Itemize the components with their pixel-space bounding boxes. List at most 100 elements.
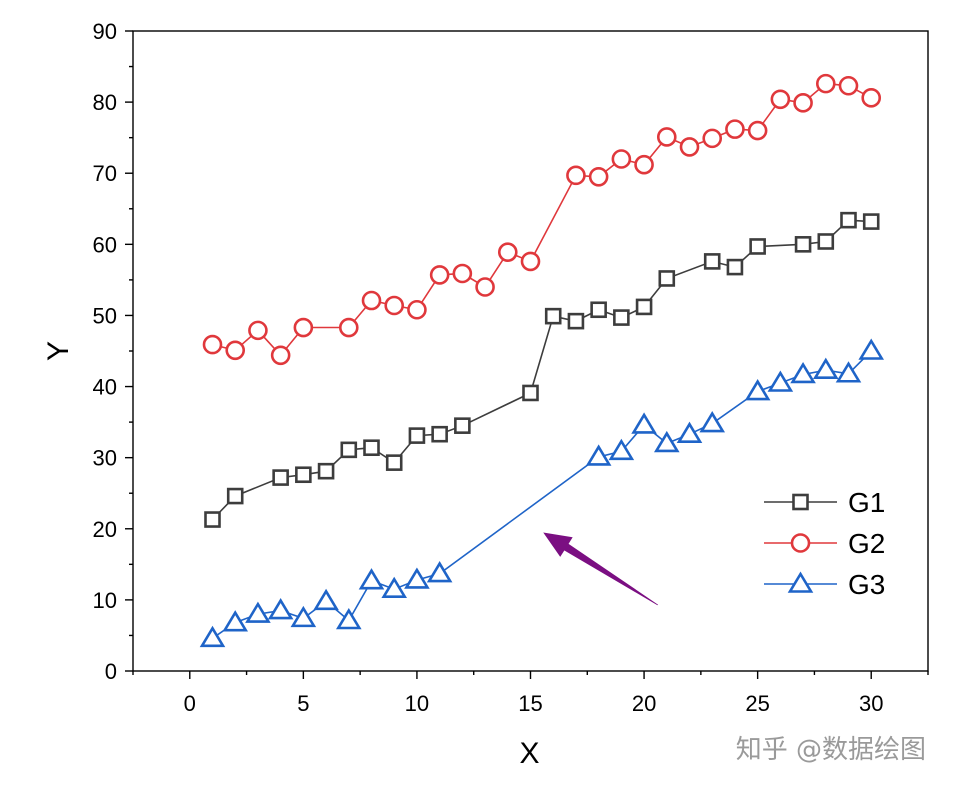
data-point-g2 <box>815 73 836 94</box>
data-point-g2 <box>679 137 700 157</box>
data-point-g3 <box>381 576 408 599</box>
data-point-g3 <box>631 412 657 434</box>
y-tick-label: 40 <box>93 375 117 400</box>
data-point-g2 <box>452 263 473 284</box>
legend-marker <box>792 493 809 511</box>
data-point-g1 <box>613 309 630 326</box>
axes-layer: 0 10 20 30 40 50 60 70 80 90 0 5 10 15 20 25 30 X Y <box>42 19 929 770</box>
y-tick-label: 60 <box>93 232 117 257</box>
series-layer <box>199 73 885 648</box>
data-point-g3 <box>267 598 294 620</box>
data-point-g2 <box>270 345 291 366</box>
y-tick-label: 10 <box>93 588 117 613</box>
data-point-g2 <box>361 290 382 311</box>
x-tick-label: 25 <box>745 691 769 716</box>
legend-label: G1 <box>848 487 885 518</box>
data-point-g2 <box>338 317 359 338</box>
data-point-g1 <box>817 233 835 250</box>
data-point-g2 <box>293 317 314 338</box>
legend-marker <box>787 571 814 593</box>
legend-marker <box>790 533 811 553</box>
data-point-g3 <box>199 625 226 648</box>
y-axis-title: Y <box>42 341 75 361</box>
data-point-g1 <box>726 258 744 276</box>
x-tick-label: 20 <box>632 691 656 716</box>
x-tick-label: 10 <box>405 691 429 716</box>
data-point-g1 <box>385 454 403 471</box>
data-point-g2 <box>793 93 813 113</box>
data-point-g1 <box>454 417 471 434</box>
data-point-g2 <box>588 166 609 187</box>
data-point-g1 <box>635 298 653 316</box>
data-point-g1 <box>658 270 676 287</box>
legend: G1 G2 G3 <box>764 487 885 600</box>
data-point-g2 <box>566 165 586 186</box>
data-point-g1 <box>363 439 380 457</box>
data-point-g3 <box>245 601 271 623</box>
data-point-g3 <box>313 588 339 611</box>
data-point-g2 <box>520 251 541 272</box>
data-point-g2 <box>248 320 268 341</box>
data-point-g1 <box>862 213 880 230</box>
data-point-g2 <box>611 149 632 169</box>
series-g3 <box>199 338 885 648</box>
data-point-g1 <box>703 253 721 270</box>
data-point-g1 <box>567 312 585 330</box>
data-point-g3 <box>858 338 885 360</box>
data-point-g2 <box>656 127 677 147</box>
data-point-g2 <box>725 119 745 139</box>
data-point-g1 <box>794 236 812 253</box>
data-point-g1 <box>544 307 562 325</box>
x-tick-label: 30 <box>859 691 883 716</box>
legend-item-g3: G3 <box>764 569 885 600</box>
legend-label: G2 <box>848 528 885 559</box>
data-point-g3 <box>290 605 317 628</box>
legend-item-g2: G2 <box>764 528 885 559</box>
data-point-g2 <box>861 88 882 108</box>
data-point-g2 <box>202 334 223 355</box>
data-point-g1 <box>295 466 312 484</box>
legend-label: G3 <box>848 569 885 600</box>
x-tick-label: 15 <box>518 691 542 716</box>
data-point-g2 <box>225 340 246 361</box>
data-point-g3 <box>404 567 430 589</box>
data-point-g2 <box>702 128 723 149</box>
data-point-g1 <box>590 301 607 319</box>
legend-item-g1: G1 <box>764 487 885 518</box>
data-point-g1 <box>408 427 426 444</box>
data-point-g1 <box>749 238 766 255</box>
y-tick-label: 90 <box>93 19 117 44</box>
y-tick-label: 30 <box>93 446 117 471</box>
data-point-g3 <box>699 411 726 433</box>
data-point-g3 <box>812 357 839 380</box>
data-point-g1 <box>204 511 221 528</box>
data-point-g3 <box>358 568 385 590</box>
data-point-g2 <box>407 299 427 320</box>
annotation-arrow <box>543 532 658 606</box>
y-tick-label: 0 <box>105 659 117 684</box>
series-line-g3 <box>212 350 872 639</box>
x-tick-label: 5 <box>297 691 309 716</box>
data-point-g3 <box>767 370 794 392</box>
data-point-g3 <box>426 561 453 583</box>
data-point-g1 <box>340 441 358 459</box>
data-point-g1 <box>522 384 539 402</box>
data-point-g2 <box>747 120 768 141</box>
data-point-g2 <box>497 242 518 262</box>
series-g1 <box>204 211 880 528</box>
y-tick-label: 50 <box>93 303 117 328</box>
data-point-g3 <box>608 438 635 461</box>
x-axis-title: X <box>519 737 539 770</box>
data-point-g3 <box>585 444 612 466</box>
data-point-g3 <box>653 430 680 453</box>
data-point-g2 <box>429 265 450 285</box>
data-point-g2 <box>384 295 405 316</box>
y-tick-label: 20 <box>93 517 117 542</box>
data-point-g2 <box>770 89 791 110</box>
data-point-g3 <box>676 421 703 444</box>
data-point-g2 <box>634 154 654 175</box>
data-point-g1 <box>431 425 448 443</box>
data-point-g2 <box>838 75 859 96</box>
y-tick-label: 80 <box>93 90 117 115</box>
